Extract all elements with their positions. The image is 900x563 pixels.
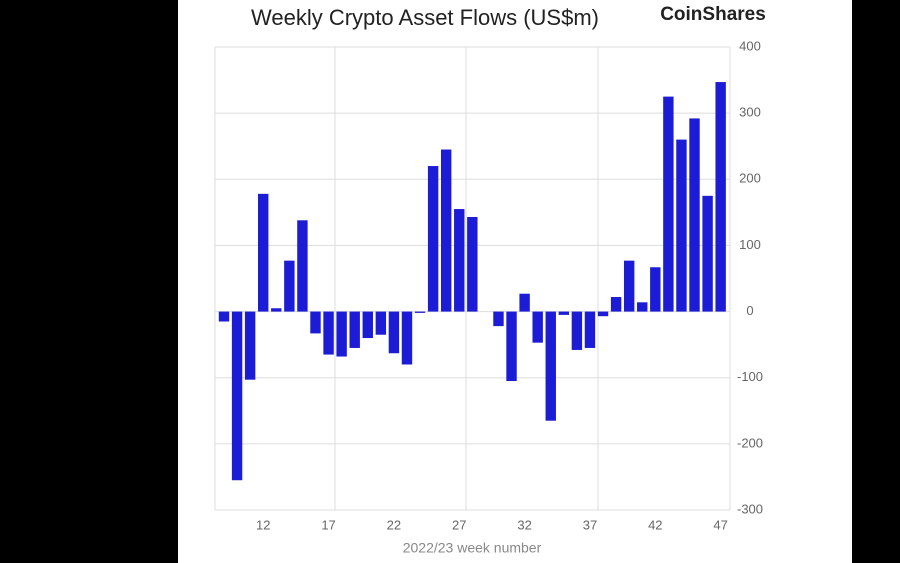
bar: [349, 311, 360, 348]
bar: [375, 311, 387, 335]
x-tick-label: 42: [648, 517, 662, 532]
x-tick-label: 22: [387, 517, 401, 532]
background: [178, 0, 852, 563]
bar: [427, 166, 439, 312]
brand-logo: CoinShares: [660, 4, 766, 25]
bar: [597, 311, 609, 317]
x-tick-label: 37: [583, 517, 597, 532]
bar: [663, 96, 674, 312]
x-tick-label: 47: [713, 517, 727, 532]
bar: [388, 311, 400, 354]
y-tick-label: -100: [737, 369, 763, 384]
bar: [519, 293, 530, 312]
bar: [414, 311, 426, 313]
bar: [493, 311, 504, 327]
bar: [650, 267, 661, 312]
y-tick-label: 100: [739, 237, 761, 252]
bar: [702, 195, 713, 312]
bar: [454, 209, 465, 312]
bar: [297, 220, 308, 312]
bar: [545, 311, 556, 421]
bar: [336, 311, 347, 357]
vertical-grid: [214, 47, 731, 510]
x-tick-label: 12: [256, 517, 270, 532]
bar: [623, 260, 635, 312]
y-tick-label: 400: [739, 38, 761, 53]
bar: [310, 311, 321, 334]
chart-title: Weekly Crypto Asset Flows (US$m): [251, 5, 599, 30]
bar: [401, 311, 413, 365]
bar: [323, 311, 334, 355]
x-tick-label: 27: [452, 517, 466, 532]
x-axis-title: 2022/23 week number: [403, 540, 542, 556]
bar: [715, 82, 726, 312]
y-tick-label: 200: [739, 171, 761, 186]
bar: [218, 311, 230, 322]
bar: [584, 311, 596, 348]
x-tick-label: 32: [517, 517, 531, 532]
bar: [558, 311, 570, 315]
bar: [284, 260, 295, 312]
bar: [271, 308, 282, 312]
bar: [362, 311, 373, 339]
bar: [610, 297, 622, 312]
y-tick-label: -200: [737, 435, 763, 450]
bar: [467, 216, 478, 312]
bar: [637, 302, 648, 312]
bar: [258, 193, 269, 312]
bar: [231, 311, 243, 481]
bar: [689, 118, 700, 312]
bar: [571, 311, 583, 350]
bar: [532, 311, 543, 343]
y-tick-label: -300: [737, 501, 763, 516]
bar: [244, 311, 256, 380]
bar: [676, 139, 687, 312]
y-tick-label: 0: [746, 303, 753, 318]
y-tick-label: 300: [739, 105, 761, 120]
bar: [506, 311, 517, 382]
bar: [440, 149, 452, 312]
x-tick-label: 17: [321, 517, 335, 532]
